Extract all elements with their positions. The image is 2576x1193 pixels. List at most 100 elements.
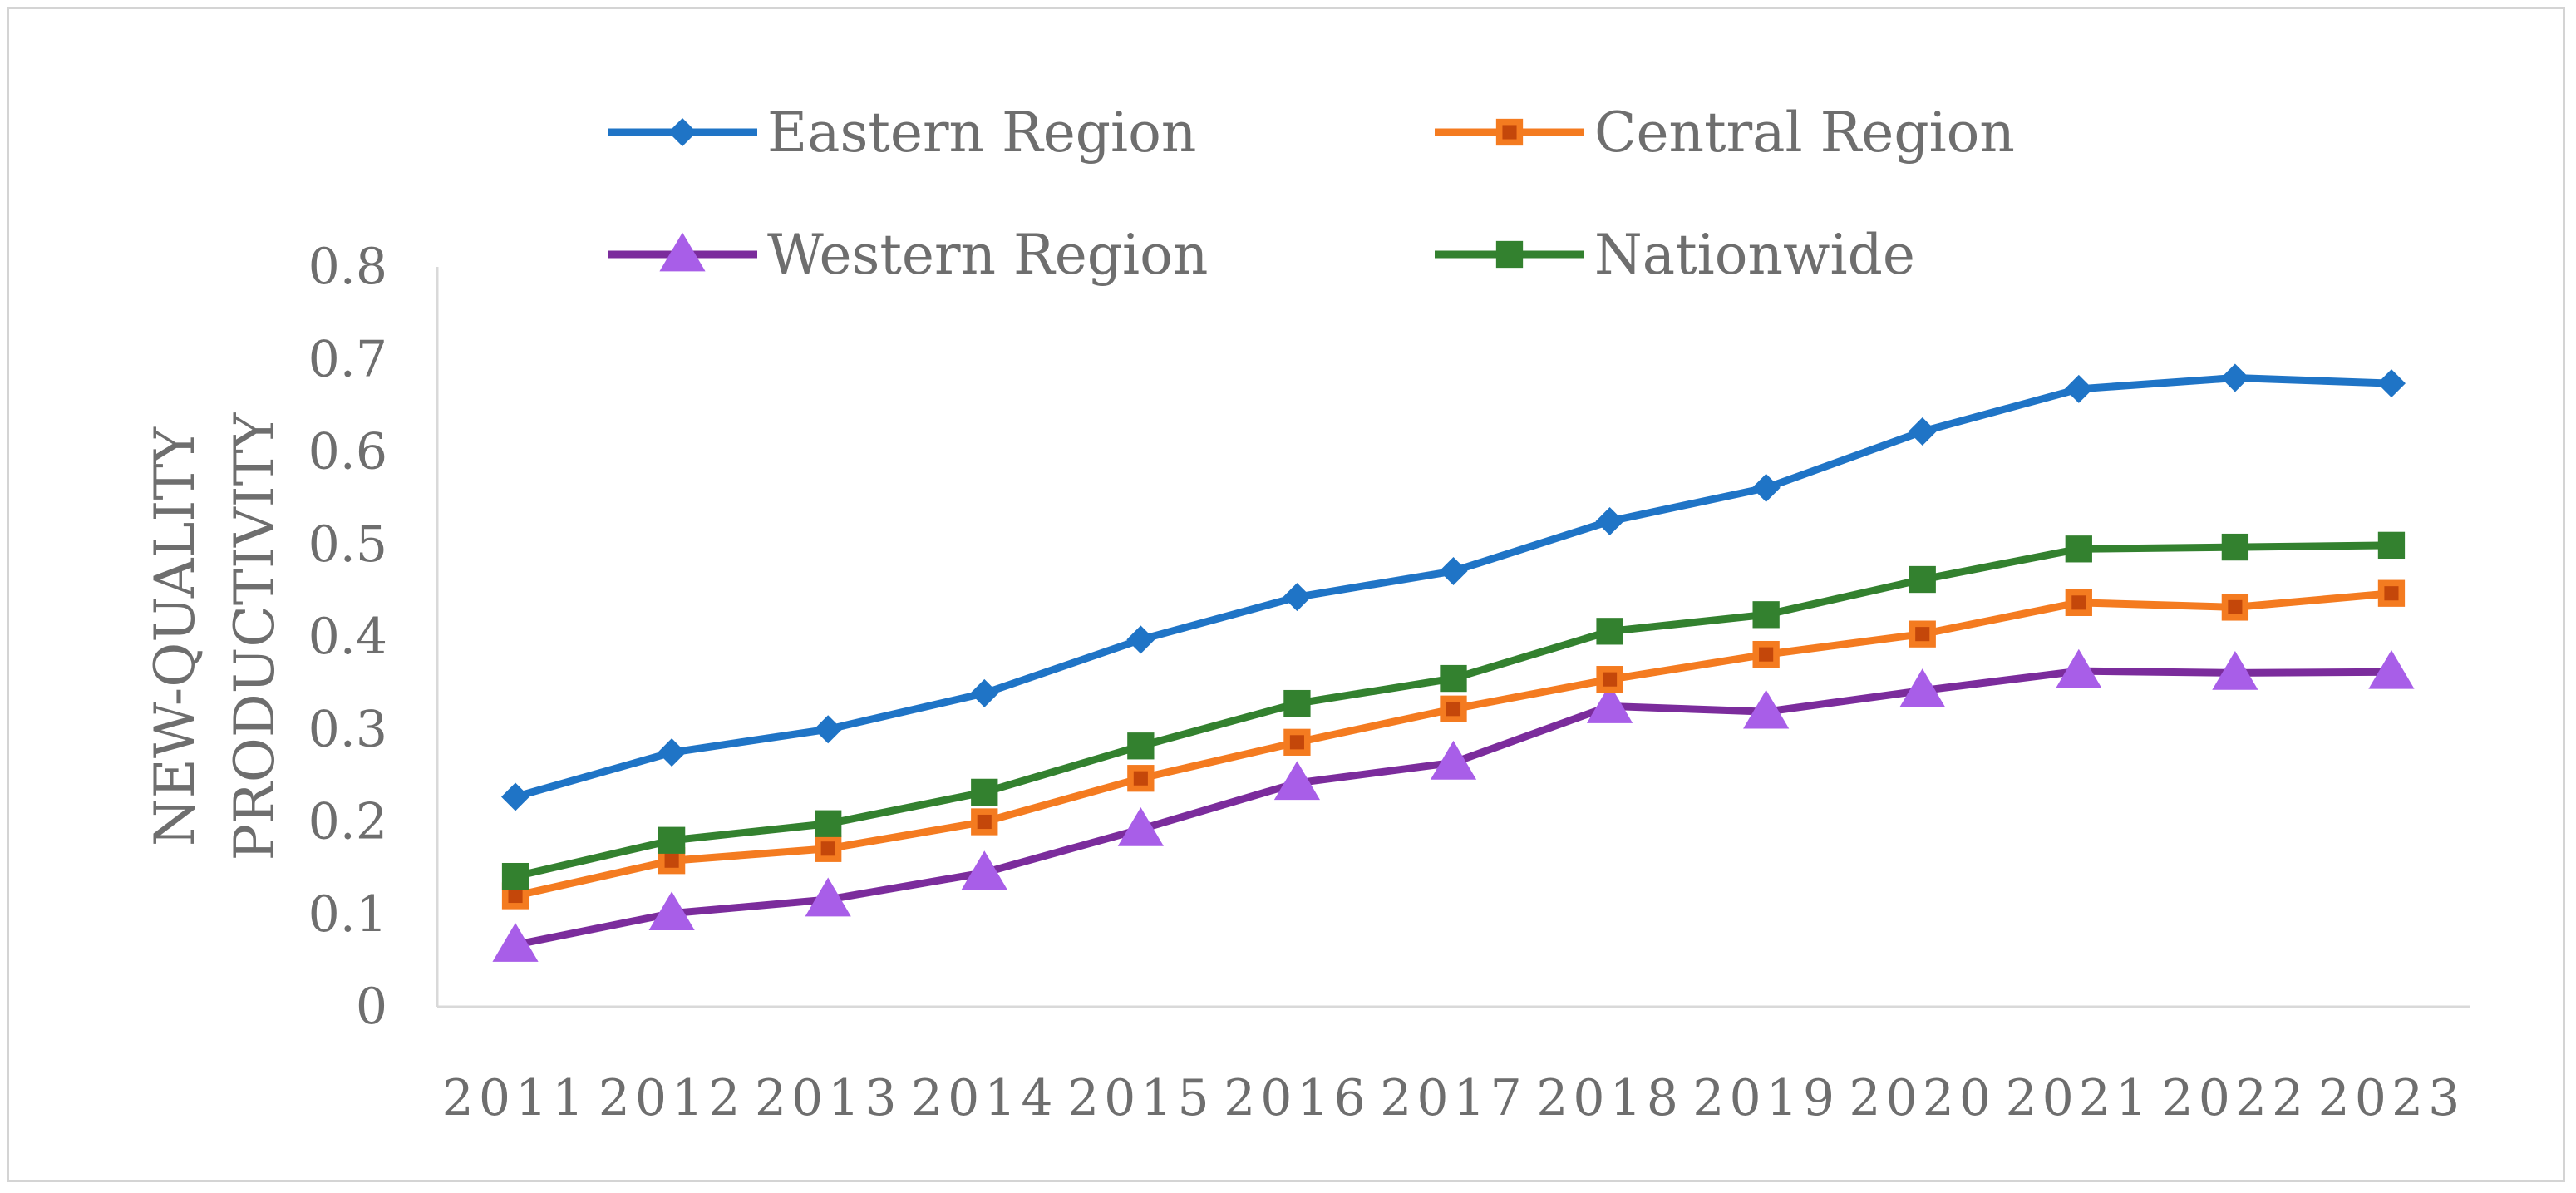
x-tick-label: 2019: [1692, 1069, 1840, 1127]
x-tick-label: 2018: [1536, 1069, 1683, 1127]
eastern-region-point: [1595, 506, 1624, 535]
legend-item-eastern-region: Eastern Region: [608, 101, 1196, 165]
legend-label: Western Region: [767, 223, 1208, 287]
eastern-region-point: [1283, 583, 1312, 612]
western-region-point: [1273, 761, 1321, 801]
legend-item-central-region: Central Region: [1435, 101, 2015, 165]
eastern-region-point: [2220, 363, 2249, 392]
y-tick-label: 0: [356, 978, 387, 1036]
series-western-region: [492, 648, 2415, 962]
central-region-point-inner: [1603, 672, 1618, 687]
y-tick-label: 0.7: [308, 330, 387, 388]
western-region-point: [492, 923, 539, 962]
nationwide-point: [658, 826, 686, 854]
y-tick-label: 0.1: [308, 885, 387, 944]
x-tick-label: 2017: [1380, 1069, 1527, 1127]
western-region-point: [648, 891, 695, 931]
y-tick-label: 0.5: [308, 515, 387, 574]
western-region-point: [805, 877, 851, 917]
central-region-point-inner: [2071, 595, 2086, 610]
x-tick-label: 2015: [1067, 1069, 1214, 1127]
western-region-point: [2368, 649, 2415, 689]
central-region-point-inner: [1289, 735, 1304, 750]
central-region-point-inner: [1133, 771, 1148, 786]
nationwide-point: [1752, 601, 1780, 629]
legend-swatch-marker-inner: [1502, 125, 1517, 140]
central-region-point-inner: [1446, 702, 1461, 717]
y-tick-label: 0.2: [308, 793, 387, 851]
central-region-point-inner: [2384, 586, 2399, 601]
eastern-region-line: [514, 374, 2392, 801]
nationwide-point: [1127, 732, 1155, 760]
eastern-region-point: [1908, 417, 1937, 446]
western-region-point: [2212, 650, 2258, 690]
x-tick-label: 2021: [2005, 1069, 2152, 1127]
western-region-point: [1117, 807, 1164, 846]
legend-label: Eastern Region: [767, 101, 1196, 165]
western-region-point: [1743, 689, 1790, 729]
western-region-point: [1586, 684, 1633, 723]
y-tick-label: 0.6: [308, 423, 387, 481]
chart-frame: 0 0.1 0.2 0.3 0.4 0.5 0.6 0.7 0.8 2011 2012 2013 20…: [7, 7, 2565, 1182]
x-tick-label: 2012: [598, 1069, 746, 1127]
y-tick-label: 0.8: [308, 238, 387, 296]
x-tick-labels: 2011 2012 2013 2014 2015 2016 2017 2018 2019 2020…: [442, 1069, 2465, 1127]
nationwide-point: [1596, 618, 1623, 645]
eastern-region-point: [1439, 557, 1468, 586]
line-chart: 00.10.20.30.40.50.60.70.8 2011 2012 2013 20…: [143, 101, 2470, 1127]
eastern-region-point: [2377, 369, 2406, 398]
eastern-region-point: [970, 678, 999, 707]
legend-item-western-region: Western Region: [608, 223, 1208, 287]
x-tick-label: 2016: [1224, 1069, 1371, 1127]
y-axis-label-line-2: PRODUCTIVITY: [223, 412, 287, 860]
nationwide-point: [1283, 689, 1311, 717]
legend-swatch-marker: [1495, 240, 1524, 269]
central-region-point-inner: [820, 841, 835, 856]
western-region-point: [1899, 668, 1946, 707]
x-tick-label: 2013: [755, 1069, 902, 1127]
y-tick-label: 0.3: [308, 700, 387, 758]
nationwide-point: [501, 862, 529, 890]
eastern-region-point: [1751, 473, 1781, 502]
legend-label: Central Region: [1594, 101, 2015, 165]
x-tick-label: 2014: [911, 1069, 1058, 1127]
y-axis-label: NEW-QUALITY PRODUCTIVITY: [143, 412, 287, 860]
western-region-point: [1430, 740, 1477, 780]
central-region-point-inner: [977, 814, 992, 830]
nationwide-point: [971, 778, 998, 806]
y-tick-label: 0.4: [308, 608, 387, 666]
series-eastern-region: [501, 363, 2406, 811]
central-region-point-inner: [1915, 627, 1930, 642]
y-axis-label-line-1: NEW-QUALITY: [143, 426, 207, 847]
western-region-point: [961, 850, 1007, 890]
central-region-point-inner: [2228, 599, 2243, 614]
axes: [436, 267, 2470, 1008]
nationwide-point: [2221, 533, 2249, 561]
series-nationwide: [501, 531, 2406, 890]
x-tick-label: 2022: [2162, 1069, 2309, 1127]
x-tick-label: 2011: [442, 1069, 589, 1127]
nationwide-point: [2065, 535, 2092, 563]
legend-swatch-marker: [668, 118, 697, 146]
western-region-point: [2056, 648, 2102, 688]
legend: Eastern Region Central Region Western Regi…: [608, 101, 2015, 287]
y-tick-labels: 0 0.1 0.2 0.3 0.4 0.5 0.6 0.7 0.8: [308, 238, 387, 1036]
legend-label: Nationwide: [1594, 223, 1915, 287]
x-tick-label: 2023: [2318, 1069, 2465, 1127]
nationwide-point: [2377, 531, 2406, 560]
eastern-region-point: [658, 738, 687, 767]
nationwide-point: [1440, 664, 1467, 693]
x-tick-label: 2020: [1849, 1069, 1996, 1127]
series-group: [492, 363, 2415, 962]
eastern-region-point: [814, 715, 843, 744]
eastern-region-point: [1126, 625, 1155, 654]
nationwide-point: [815, 810, 842, 837]
nationwide-point: [1909, 565, 1936, 594]
central-region-point-inner: [1759, 647, 1774, 662]
eastern-region-point: [2064, 374, 2093, 403]
central-region-point-inner: [664, 853, 679, 868]
legend-item-nationwide: Nationwide: [1435, 223, 1915, 287]
eastern-region-point: [501, 782, 530, 811]
central-region-point-inner: [508, 888, 523, 904]
legend-swatch-marker: [659, 232, 706, 272]
